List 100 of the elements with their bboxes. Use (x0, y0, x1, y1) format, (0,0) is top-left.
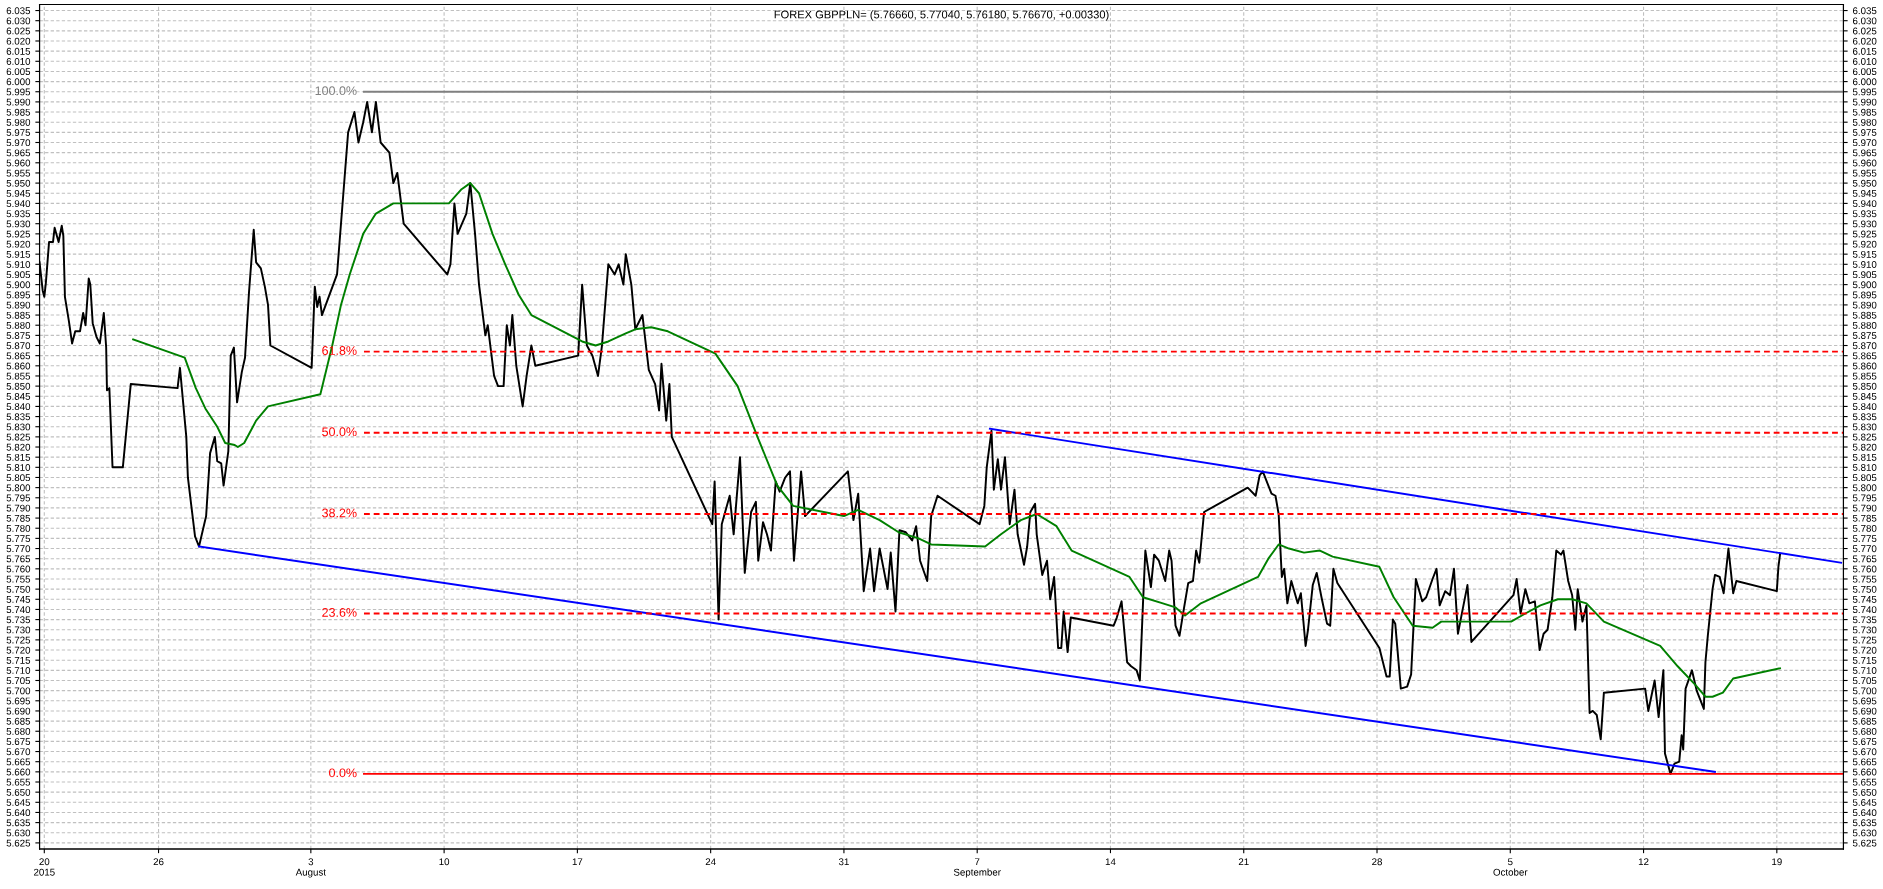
y2-tick-label: 5.665 (1852, 758, 1877, 766)
y-tick-label: 6.020 (6, 37, 31, 45)
y-tick-label: 5.705 (6, 677, 31, 685)
y-tick-label: 6.000 (6, 78, 31, 86)
y-tick-label: 5.955 (6, 169, 31, 177)
y-tick-label: 5.780 (6, 524, 31, 532)
x-tick-label: 7 September (953, 858, 1001, 878)
y-tick-label: 5.865 (6, 352, 31, 360)
y-tick-label: 5.785 (6, 514, 31, 522)
x-tick-label: 3 August (295, 858, 326, 878)
y2-tick-label: 5.765 (1852, 555, 1877, 563)
y2-tick-label: 5.970 (1852, 139, 1877, 147)
y-tick-label: 5.990 (6, 98, 31, 106)
series-label: 0.0% (329, 768, 357, 778)
y2-tick-label: 5.775 (1852, 535, 1877, 542)
y-tick-label: 5.725 (6, 636, 31, 644)
x-tick-label: 5 October (1493, 858, 1528, 876)
y-tick-label: 5.690 (6, 707, 31, 715)
series-label: 23.6% (322, 608, 357, 617)
y2-tick-label: 5.750 (1852, 585, 1877, 593)
x-tick-label: 12 (1638, 858, 1649, 866)
y-tick-label: 5.700 (6, 687, 31, 695)
y2-tick-label: 5.870 (1852, 342, 1877, 350)
series-label: 38.2% (322, 508, 357, 518)
line-series (132, 182, 1781, 698)
y2-tick-label: 5.830 (1852, 423, 1877, 431)
x-tick-label: 21 (1238, 858, 1249, 866)
y-tick-label: 5.860 (6, 362, 31, 370)
y2-tick-label: 5.710 (1852, 667, 1877, 674)
y2-tick-label: 6.015 (1852, 47, 1877, 55)
y-tick-label: 5.845 (6, 393, 31, 400)
y2-tick-label: 5.635 (1852, 819, 1877, 827)
y-tick-label: 5.660 (6, 768, 31, 776)
y2-tick-label: 5.905 (1852, 271, 1877, 279)
y2-tick-label: 5.780 (1852, 524, 1877, 532)
y2-tick-label: 5.885 (1852, 311, 1877, 319)
y2-tick-label: 5.640 (1852, 809, 1877, 817)
y-tick-label: 5.875 (6, 332, 31, 339)
y2-tick-label: 5.985 (1852, 108, 1877, 116)
y2-tick-label: 5.890 (1852, 301, 1877, 309)
y2-tick-label: 5.785 (1852, 514, 1877, 522)
y-tick-label: 5.840 (6, 403, 31, 411)
y-tick-label: 5.715 (6, 657, 31, 664)
y2-tick-label: 6.005 (1852, 68, 1877, 76)
y2-tick-label: 5.840 (1852, 403, 1877, 411)
y-tick-label: 5.980 (6, 118, 31, 126)
y-tick-label: 5.710 (6, 667, 31, 674)
y-tick-label: 5.825 (6, 433, 31, 441)
x-tick-label: 19 (1772, 858, 1782, 866)
y2-tick-label: 5.795 (1852, 494, 1877, 502)
y2-tick-label: 5.930 (1852, 220, 1877, 228)
y-tick-label: 5.910 (6, 261, 31, 268)
series-label: 50.0% (322, 427, 357, 437)
y-tick-label: 5.915 (6, 250, 31, 258)
y2-tick-label: 5.760 (1852, 565, 1877, 573)
y2-tick-label: 5.655 (1852, 778, 1877, 786)
y2-tick-label: 5.835 (1852, 413, 1877, 421)
y2-tick-label: 5.625 (1852, 839, 1877, 847)
y-tick-label: 6.025 (6, 27, 31, 35)
y2-tick-label: 5.875 (1852, 332, 1877, 339)
y2-tick-label: 5.650 (1852, 788, 1877, 796)
y-tick-label: 5.920 (6, 240, 31, 248)
y-tick-label: 5.675 (6, 738, 31, 746)
y-tick-label: 6.005 (6, 68, 31, 76)
y-tick-label: 5.685 (6, 717, 31, 725)
y-tick-label: 5.640 (6, 809, 31, 817)
chart-title: FOREX GBPPLN= (5.76660, 5.77040, 5.76180, 5.76670, +0.00330) (774, 10, 1109, 21)
y-tick-label: 5.745 (6, 596, 31, 603)
y2-tick-label: 5.980 (1852, 118, 1877, 126)
y2-tick-label: 5.735 (1852, 616, 1877, 624)
y2-tick-label: 5.790 (1852, 504, 1877, 512)
y-tick-label: 6.010 (6, 58, 31, 65)
x-tick-label: 28 (1372, 858, 1382, 866)
y-tick-label: 5.775 (6, 535, 31, 542)
y2-tick-label: 5.645 (1852, 799, 1877, 806)
y2-tick-label: 5.800 (1852, 484, 1877, 492)
y2-tick-label: 5.935 (1852, 210, 1877, 218)
y2-tick-label: 5.950 (1852, 179, 1877, 187)
y2-tick-label: 5.715 (1852, 657, 1877, 664)
y-tick-label: 5.695 (6, 697, 31, 705)
y-tick-label: 5.890 (6, 301, 31, 309)
y-tick-label: 5.810 (6, 464, 31, 471)
series-label: 100.0% (315, 86, 357, 96)
y2-tick-label: 5.700 (1852, 687, 1877, 695)
y-tick-label: 5.870 (6, 342, 31, 350)
y-tick-label: 5.950 (6, 179, 31, 187)
y2-tick-label: 5.965 (1852, 149, 1877, 157)
y2-tick-label: 5.820 (1852, 443, 1877, 451)
y-tick-label: 5.970 (6, 139, 31, 147)
y-tick-label: 5.720 (6, 646, 31, 654)
y-tick-label: 5.900 (6, 281, 31, 289)
y2-tick-label: 5.740 (1852, 606, 1877, 614)
y2-tick-label: 5.745 (1852, 596, 1877, 603)
y-tick-label: 5.835 (6, 413, 31, 421)
y2-tick-label: 5.825 (1852, 433, 1877, 441)
y2-tick-label: 6.000 (1852, 78, 1877, 86)
y-tick-label: 5.755 (6, 575, 31, 583)
y2-tick-label: 5.720 (1852, 646, 1877, 654)
x-tick-label: 24 (705, 858, 716, 866)
y2-tick-label: 5.725 (1852, 636, 1877, 644)
